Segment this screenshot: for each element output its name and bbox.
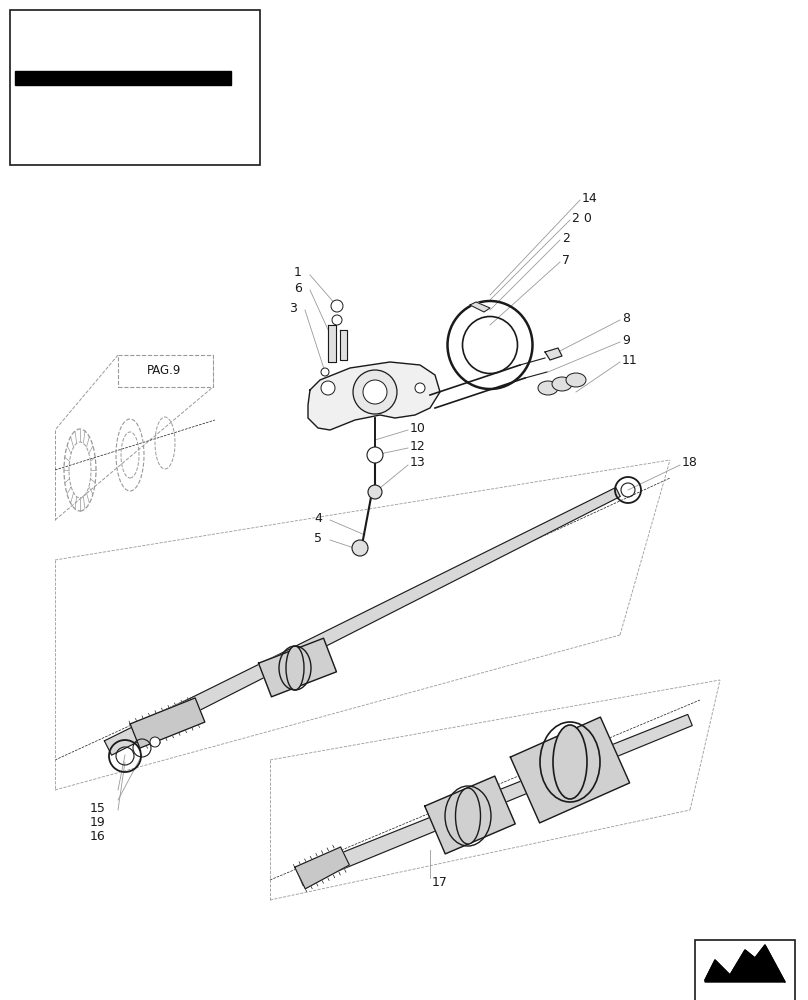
Ellipse shape [286, 646, 304, 690]
Bar [695, 940, 795, 1000]
Polygon shape [308, 362, 440, 430]
Bar [118, 355, 213, 387]
Polygon shape [295, 847, 349, 889]
Text: 17: 17 [432, 876, 448, 888]
Polygon shape [545, 348, 562, 360]
Polygon shape [425, 776, 516, 854]
Text: 3: 3 [289, 302, 297, 314]
Text: 9: 9 [622, 334, 630, 347]
Text: 4: 4 [314, 512, 322, 524]
Circle shape [367, 447, 383, 463]
Circle shape [368, 485, 382, 499]
Text: 2: 2 [562, 232, 570, 244]
Text: 2 0: 2 0 [572, 212, 592, 225]
Text: 1: 1 [294, 266, 302, 279]
Polygon shape [297, 714, 692, 885]
Text: 13: 13 [410, 456, 426, 470]
Polygon shape [340, 330, 347, 360]
Text: 8: 8 [622, 312, 630, 324]
Polygon shape [15, 71, 231, 85]
Circle shape [332, 315, 342, 325]
Text: 15: 15 [90, 802, 106, 814]
Circle shape [321, 368, 329, 376]
Circle shape [321, 381, 335, 395]
Polygon shape [259, 638, 336, 697]
Circle shape [150, 737, 160, 747]
Bar [10, 10, 260, 165]
Polygon shape [511, 717, 629, 823]
Polygon shape [328, 325, 336, 362]
Circle shape [353, 370, 397, 414]
Text: 12: 12 [410, 440, 426, 452]
Text: 18: 18 [682, 456, 698, 470]
Text: 11: 11 [622, 354, 638, 366]
Ellipse shape [456, 788, 481, 844]
Polygon shape [705, 945, 785, 982]
Text: 16: 16 [90, 830, 106, 842]
Text: 5: 5 [314, 532, 322, 544]
Circle shape [352, 540, 368, 556]
Ellipse shape [553, 725, 587, 799]
Ellipse shape [552, 377, 572, 391]
Circle shape [415, 383, 425, 393]
Circle shape [363, 380, 387, 404]
Text: PAG.9: PAG.9 [147, 364, 181, 377]
Circle shape [331, 300, 343, 312]
Ellipse shape [566, 373, 586, 387]
Text: 10: 10 [410, 422, 426, 434]
Text: 14: 14 [582, 192, 598, 205]
Ellipse shape [538, 381, 558, 395]
Text: 6: 6 [294, 282, 302, 294]
Polygon shape [104, 488, 621, 755]
Polygon shape [130, 698, 205, 748]
Text: 19: 19 [90, 816, 106, 828]
Polygon shape [470, 302, 490, 312]
Text: 7: 7 [562, 253, 570, 266]
